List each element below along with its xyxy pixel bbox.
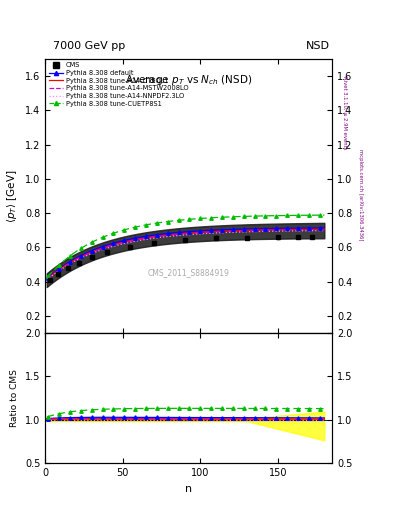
Text: NSD: NSD xyxy=(306,41,330,51)
Y-axis label: $\langle p_T \rangle$ [GeV]: $\langle p_T \rangle$ [GeV] xyxy=(6,169,19,223)
Text: mcplots.cern.ch [arXiv:1306.3436]: mcplots.cern.ch [arXiv:1306.3436] xyxy=(358,149,363,240)
Text: 7000 GeV pp: 7000 GeV pp xyxy=(53,41,125,51)
Y-axis label: Ratio to CMS: Ratio to CMS xyxy=(10,369,19,427)
Text: Rivet 3.1.10, ≥ 2.9M events: Rivet 3.1.10, ≥ 2.9M events xyxy=(342,76,347,150)
Text: CMS_2011_S8884919: CMS_2011_S8884919 xyxy=(148,268,230,277)
Legend: CMS, Pythia 8.308 default, Pythia 8.308 tune-A14-CTEQL1, Pythia 8.308 tune-A14-M: CMS, Pythia 8.308 default, Pythia 8.308 … xyxy=(47,61,190,108)
Text: Average $p_T$ vs $N_{ch}$ (NSD): Average $p_T$ vs $N_{ch}$ (NSD) xyxy=(125,73,252,87)
X-axis label: n: n xyxy=(185,484,192,494)
